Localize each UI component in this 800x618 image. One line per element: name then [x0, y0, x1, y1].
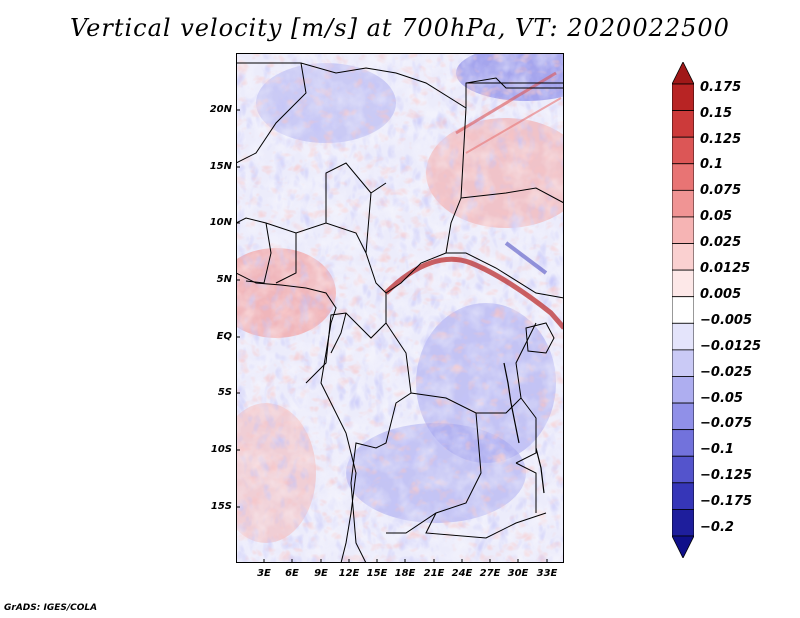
y-axis-label: 5N	[216, 274, 232, 285]
legend-swatch	[672, 216, 694, 244]
y-axis-label: EQ	[216, 331, 232, 342]
lake-victoria	[525, 322, 555, 354]
legend-label: 0.005	[700, 287, 742, 302]
x-axis-label: 33E	[536, 568, 558, 579]
legend-swatch	[672, 322, 694, 351]
legend-label: −0.05	[700, 391, 743, 406]
legend-label: 0.15	[700, 106, 733, 121]
x-axis-label: 9E	[314, 568, 328, 579]
coastline	[236, 272, 357, 563]
x-axis-label: 27E	[479, 568, 501, 579]
legend-label: 0.175	[700, 80, 742, 95]
legend-label: 0.025	[700, 235, 742, 250]
x-axis-label: 18E	[394, 568, 416, 579]
y-axis-label: 15S	[210, 501, 232, 512]
legend-swatch	[672, 482, 694, 510]
x-axis-label: 6E	[285, 568, 299, 579]
map-frame	[236, 53, 564, 563]
x-axis-label: 12E	[338, 568, 360, 579]
y-axis-label: 5S	[217, 387, 232, 398]
legend-swatch	[672, 402, 694, 431]
legend-label: 0.075	[700, 183, 742, 198]
legend-swatch	[672, 455, 694, 484]
y-axis-label: 15N	[209, 161, 232, 172]
legend-label: −0.025	[700, 365, 753, 380]
x-axis-label: 24E	[451, 568, 473, 579]
lake-malawi	[535, 447, 545, 494]
legend-swatch	[672, 110, 694, 138]
legend-label: −0.075	[700, 416, 753, 431]
legend-swatch	[672, 163, 694, 191]
y-axis-label: 10S	[210, 444, 232, 455]
country-borders	[236, 62, 564, 563]
legend-label: −0.125	[700, 468, 753, 483]
legend-swatch	[672, 509, 694, 537]
legend-swatch	[672, 269, 694, 298]
y-axis-label: 20N	[209, 104, 232, 115]
legend-label: 0.05	[700, 209, 733, 224]
map-title: Vertical velocity [m/s] at 700hPa, VT: 2…	[70, 14, 730, 42]
x-axis-label: 30E	[507, 568, 529, 579]
legend-label: −0.1	[700, 442, 734, 457]
legend-label: −0.2	[700, 520, 734, 535]
blue-streak-east	[504, 241, 548, 275]
tick-marks	[236, 109, 548, 563]
legend-swatch	[672, 189, 694, 218]
legend-label: −0.005	[700, 313, 753, 328]
x-axis-label: 15E	[366, 568, 388, 579]
white-noise-field	[236, 53, 564, 563]
legend-label: 0.1	[700, 157, 724, 172]
y-axis-label: 10N	[209, 217, 232, 228]
legend-swatch	[672, 83, 694, 111]
legend-label: −0.175	[700, 494, 753, 509]
x-axis-label: 3E	[257, 568, 271, 579]
legend-label: 0.125	[700, 132, 742, 147]
legend-swatch	[672, 535, 694, 558]
red-streak-north-2	[465, 97, 562, 154]
legend-label: 0.0125	[700, 261, 751, 276]
legend-label: −0.0125	[700, 339, 762, 354]
lake-tanganyika	[503, 362, 520, 444]
legend-swatch	[672, 243, 694, 271]
color-legend-bar	[672, 62, 694, 558]
legend-swatch	[672, 429, 694, 457]
legend-swatch	[672, 62, 694, 85]
velocity-map	[236, 53, 564, 563]
legend-swatch	[672, 376, 694, 404]
legend-swatch	[672, 136, 694, 165]
x-axis-label: 21E	[423, 568, 445, 579]
credit-text: GrADS: IGES/COLA	[4, 603, 98, 613]
legend-swatch	[672, 296, 694, 324]
legend-swatch	[672, 349, 694, 377]
